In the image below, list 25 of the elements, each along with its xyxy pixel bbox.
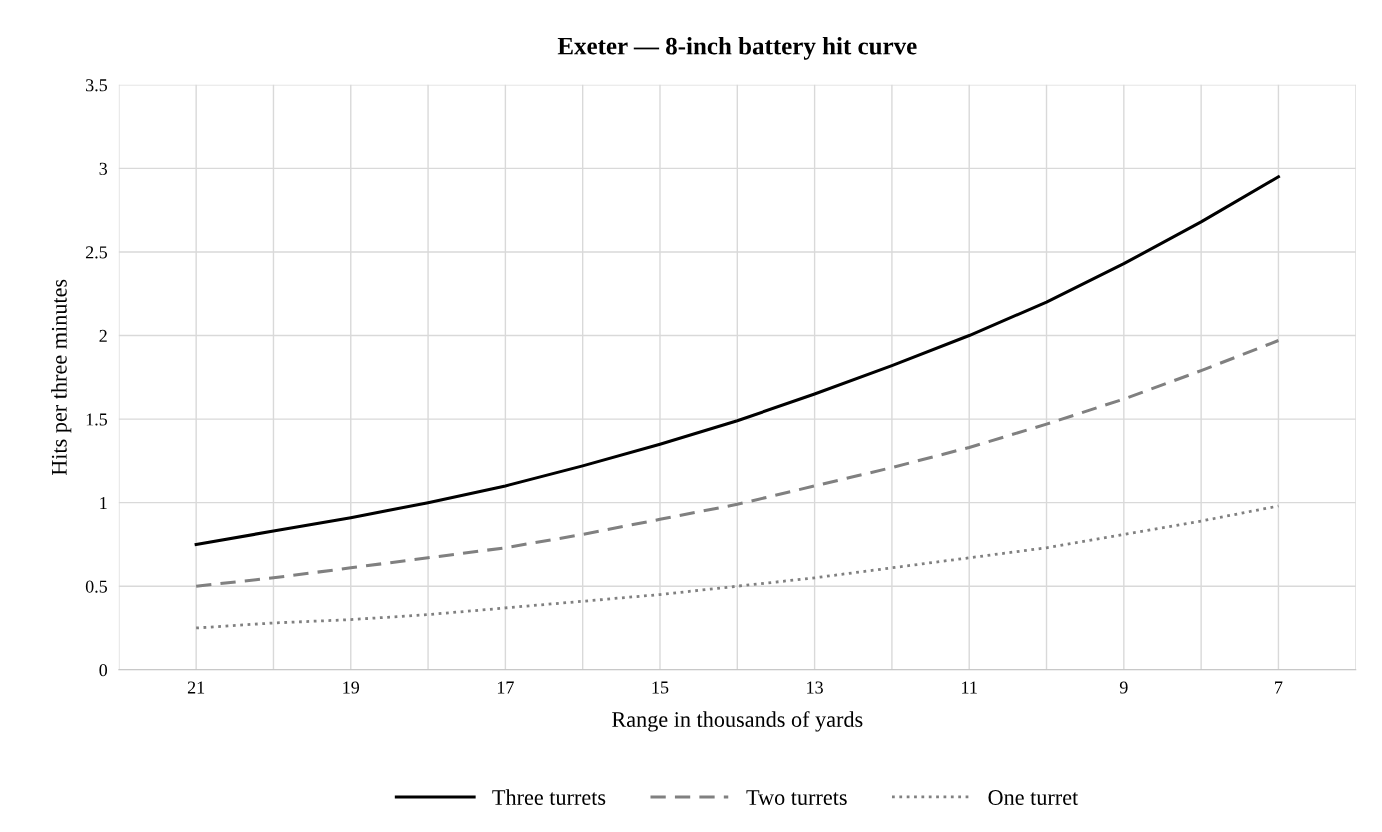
y-tick-label: 1.5 (86, 413, 108, 426)
y-tick-label: 2.5 (85, 246, 108, 259)
legend-label: Two turrets (746, 790, 847, 805)
chart-title: Exeter — 8-inch battery hit curve (557, 36, 917, 60)
y-tick-label: 1 (100, 496, 107, 509)
x-tick-label: 9 (1119, 681, 1128, 694)
y-tick-label: 3.5 (86, 79, 108, 92)
y-tick-label: 2 (99, 329, 107, 342)
x-tick-label: 13 (807, 681, 823, 694)
x-tick-label: 17 (497, 681, 514, 694)
legend-label: Three turrets (492, 789, 606, 805)
x-tick-label: 7 (1275, 681, 1283, 694)
y-axis-title: Hits per three minutes (51, 279, 72, 476)
y-tick-label: 0 (99, 664, 108, 677)
x-tick-label: 11 (962, 681, 977, 694)
x-axis-title: Range in thousands of yards (612, 711, 863, 732)
line-series (194, 339, 1280, 588)
line-series (194, 175, 1280, 546)
y-tick-label: 0.5 (85, 580, 108, 593)
x-tick-label: 15 (652, 681, 669, 694)
line-series (194, 504, 1280, 630)
x-tick-label: 21 (187, 681, 205, 694)
x-tick-label: 19 (343, 681, 360, 694)
y-tick-label: 3 (99, 162, 108, 175)
legend-label: One turret (988, 790, 1079, 805)
